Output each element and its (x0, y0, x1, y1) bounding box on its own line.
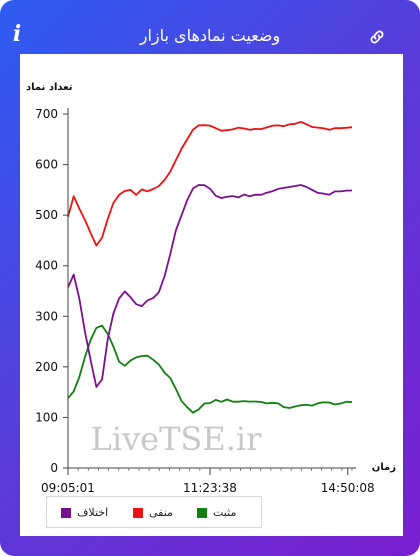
y-tick-label: 100 (35, 410, 58, 424)
page-title: وضعیت نمادهای بازار (139, 26, 281, 45)
series-line-difference (67, 184, 353, 388)
y-tick-label: 700 (35, 107, 58, 121)
y-tick-label: 500 (35, 208, 58, 222)
legend-label-negative: منفی (149, 506, 173, 519)
legend-swatch-difference (61, 508, 71, 518)
x-tick-label: 11:23:38 (183, 481, 237, 495)
series-line-negative (67, 120, 353, 247)
y-axis-title: تعداد نماد (26, 82, 73, 93)
chart-panel: LiveTSE.ir 0 100 200 300 400 500 600 700 09:05:0… (20, 54, 403, 536)
legend-label-positive: مثبت (213, 506, 237, 519)
header-bar: i وضعیت نمادهای بازار (0, 0, 420, 54)
y-tick-label: 400 (35, 259, 58, 273)
legend-swatch-positive (197, 508, 207, 518)
x-tick-label: 14:50:08 (321, 481, 375, 495)
chart-legend: اختلاف منفی مثبت (46, 496, 262, 528)
series-layer (67, 120, 353, 414)
info-icon[interactable]: i (12, 21, 22, 47)
y-tick-label: 200 (35, 360, 58, 374)
legend-label-difference: اختلاف (77, 506, 109, 519)
series-line-positive (67, 324, 353, 414)
x-tick-label: 09:05:01 (41, 481, 95, 495)
y-tick-label: 300 (35, 309, 58, 323)
market-status-chart: LiveTSE.ir 0 100 200 300 400 500 600 700 09:05:0… (26, 82, 396, 495)
y-tick-label: 600 (35, 158, 58, 172)
x-axis-title: زمان (372, 462, 396, 473)
axes: 0 100 200 300 400 500 600 700 09:05:01 11:23:38 14… (26, 82, 396, 495)
watermark: LiveTSE.ir (91, 420, 263, 458)
y-tick-label: 0 (50, 461, 58, 475)
legend-swatch-negative (133, 508, 143, 518)
link-icon[interactable] (368, 28, 386, 46)
